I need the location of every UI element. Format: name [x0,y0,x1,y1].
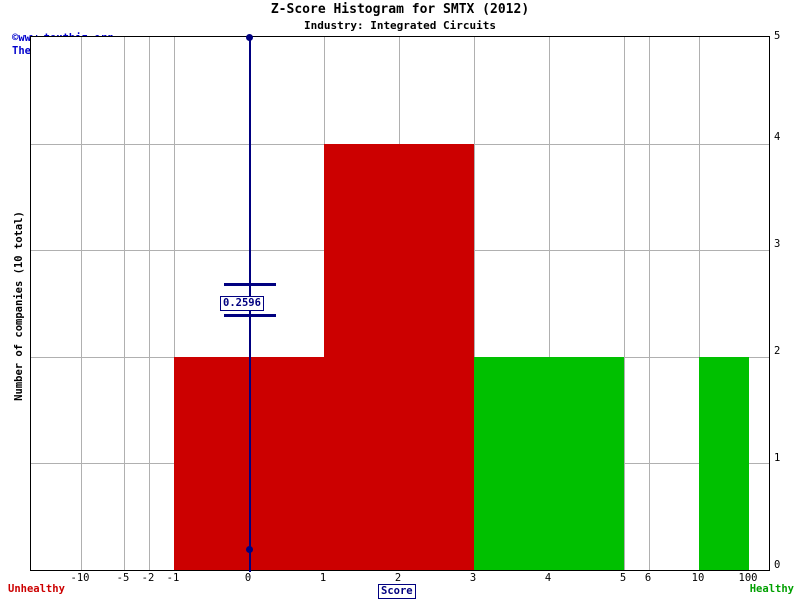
chart-title: Z-Score Histogram for SMTX (2012) [270,2,530,17]
x-tick-5: 5 [619,572,627,584]
plot-area: 0.2596 [30,34,770,572]
x-tick--10: -10 [70,572,90,584]
gridline-v-4 [549,37,550,570]
gridline-v--10 [81,37,82,570]
chart-subtitle: Industry: Integrated Circuits [303,19,497,32]
y-axis-label: Number of companies (10 total) [13,211,25,401]
x-tick-10: 10 [691,572,705,584]
score-marker-dot-top [246,34,253,41]
y-tick-3: 3 [774,238,781,250]
x-tick-2: 2 [394,572,402,584]
gridline-v-5 [624,37,625,570]
x-tick-6: 6 [644,572,652,584]
y-tick-4: 4 [774,131,781,143]
score-marker-cap-lower [224,314,276,317]
y-tick-5: 5 [774,30,781,42]
y-tick-0: 0 [774,559,781,571]
x-tick-4: 4 [544,572,552,584]
gridline-v-6 [649,37,650,570]
histogram-bar [699,356,749,570]
healthy-caption: Healthy [749,583,794,595]
y-tick-1: 1 [774,452,781,464]
score-marker-cap-upper [224,283,276,286]
score-axis-caption: Score [378,584,416,599]
x-tick-100: 100 [738,572,758,584]
gridline-v-10 [699,37,700,570]
unhealthy-caption: Unhealthy [8,583,65,595]
x-tick--2: -2 [141,572,155,584]
x-tick-1: 1 [319,572,327,584]
x-tick--1: -1 [166,572,180,584]
y-tick-2: 2 [774,345,781,357]
x-tick-3: 3 [469,572,477,584]
histogram-bar [474,356,624,570]
histogram-bar [324,143,474,570]
gridline-v--1 [174,37,175,570]
score-marker-dot-bottom [246,546,253,553]
gridline-v-3 [474,37,475,570]
x-tick--5: -5 [116,572,130,584]
gridline-v--5 [124,37,125,570]
x-tick-0: 0 [244,572,252,584]
gridline-v--2 [149,37,150,570]
score-marker-label: 0.2596 [220,296,264,311]
